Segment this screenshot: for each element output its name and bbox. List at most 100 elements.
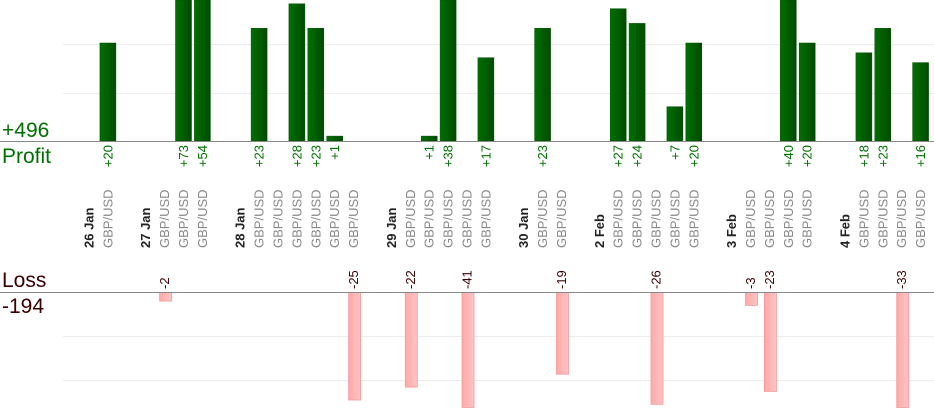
instrument-label: GBP/USD: [403, 189, 418, 248]
date-label: 28 Jan: [233, 207, 248, 248]
profit-total: +496: [2, 119, 49, 142]
profit-value-label: +20: [800, 145, 815, 167]
instrument-label: GBP/USD: [856, 189, 871, 248]
date-label: 26 Jan: [82, 207, 97, 248]
loss-value-label: -2: [157, 277, 172, 289]
loss-value-label: -26: [649, 270, 664, 289]
instrument-label: GBP/USD: [252, 189, 267, 248]
profit-value-label: +18: [856, 145, 871, 167]
instrument-label: GBP/USD: [875, 189, 890, 248]
loss-value-label: -22: [403, 270, 418, 289]
loss-bar[interactable]: [348, 292, 362, 401]
profit-bar[interactable]: [99, 42, 117, 142]
instrument-label: GBP/USD: [195, 189, 210, 248]
instrument-label: GBP/USD: [667, 189, 682, 248]
profit-label: Profit: [2, 145, 51, 168]
profit-value-label: +7: [667, 145, 682, 160]
profit-value-label: +38: [441, 145, 456, 167]
profit-bar[interactable]: [534, 28, 551, 142]
instrument-label: GBP/USD: [346, 189, 361, 248]
profit-bar[interactable]: [855, 52, 873, 142]
instrument-label: GBP/USD: [611, 189, 626, 248]
profit-value-label: +1: [422, 145, 437, 160]
instrument-label: GBP/USD: [327, 189, 342, 248]
instrument-label: GBP/USD: [554, 189, 569, 248]
instrument-label: GBP/USD: [800, 189, 815, 248]
profit-value-label: +23: [875, 145, 890, 167]
instrument-label: GBP/USD: [781, 189, 796, 248]
loss-bar[interactable]: [764, 292, 777, 392]
loss-bar[interactable]: [650, 292, 664, 405]
loss-bar[interactable]: [404, 292, 418, 388]
loss-value-label: -41: [460, 270, 475, 289]
profit-bar[interactable]: [194, 0, 211, 142]
profit-value-label: +28: [289, 145, 304, 167]
instrument-label: GBP/USD: [649, 189, 664, 248]
profit-bar[interactable]: [628, 23, 646, 142]
loss-bar[interactable]: [159, 292, 173, 302]
instrument-label: GBP/USD: [894, 189, 909, 248]
instrument-label: GBP/USD: [535, 189, 550, 248]
loss-value-label: -19: [554, 270, 569, 289]
instrument-label: GBP/USD: [157, 189, 172, 248]
loss-value-label: -23: [762, 270, 777, 289]
instrument-label: GBP/USD: [422, 189, 437, 248]
date-label: 30 Jan: [516, 207, 531, 248]
loss-value-label: -3: [743, 277, 758, 289]
profit-bar[interactable]: [780, 0, 797, 142]
loss-gridlines: [63, 336, 934, 381]
instrument-label: GBP/USD: [478, 189, 493, 248]
profit-bar[interactable]: [609, 8, 627, 142]
profit-bar[interactable]: [307, 28, 325, 142]
date-label: 29 Jan: [384, 207, 399, 248]
profit-bar[interactable]: [288, 3, 306, 142]
profit-value-label: +23: [535, 145, 550, 167]
profit-bar[interactable]: [420, 135, 438, 142]
date-label: 2 Feb: [592, 214, 607, 248]
instrument-label: GBP/USD: [441, 189, 456, 248]
profit-value-label: +20: [100, 145, 115, 167]
profit-value-label: +23: [308, 145, 323, 167]
instrument-label: GBP/USD: [289, 189, 304, 248]
loss-value-label: -33: [894, 270, 909, 289]
loss-bar[interactable]: [461, 292, 475, 408]
instrument-label: GBP/USD: [308, 189, 323, 248]
loss-bar[interactable]: [745, 292, 758, 306]
profit-bar[interactable]: [477, 57, 495, 142]
loss-bar[interactable]: [896, 292, 910, 408]
profit-value-label: +73: [176, 145, 191, 167]
profit-value-label: +24: [630, 145, 645, 167]
loss-bar[interactable]: [556, 292, 569, 375]
instrument-label: GBP/USD: [460, 189, 475, 248]
profit-value-label: +1: [327, 145, 342, 160]
profit-value-label: +27: [611, 145, 626, 167]
instrument-label: GBP/USD: [762, 189, 777, 248]
profit-value-label: +20: [686, 145, 701, 167]
profit-value-label: +54: [195, 145, 210, 167]
instrument-label: GBP/USD: [176, 189, 191, 248]
profit-bar[interactable]: [874, 28, 892, 142]
profit-bar[interactable]: [250, 28, 268, 142]
profit-bar[interactable]: [439, 0, 457, 142]
loss-value-label: -25: [346, 270, 361, 289]
profit-value-label: +17: [478, 145, 493, 167]
profit-bar[interactable]: [685, 42, 703, 142]
profit-bar[interactable]: [326, 135, 343, 142]
profit-bar[interactable]: [798, 42, 816, 142]
instrument-label: GBP/USD: [913, 189, 928, 248]
instrument-label: GBP/USD: [743, 189, 758, 248]
instrument-label: GBP/USD: [271, 189, 286, 248]
profit-bar[interactable]: [175, 0, 192, 142]
profit-bar[interactable]: [912, 62, 929, 142]
profit-value-label: +16: [913, 145, 928, 167]
date-label: 4 Feb: [838, 214, 853, 248]
loss-total: -194: [2, 295, 44, 318]
profit-bar[interactable]: [666, 106, 684, 142]
instrument-label: GBP/USD: [100, 189, 115, 248]
profit-value-label: +40: [781, 145, 796, 167]
date-label: 3 Feb: [724, 214, 739, 248]
instrument-label: GBP/USD: [686, 189, 701, 248]
instrument-label: GBP/USD: [630, 189, 645, 248]
profit-value-label: +23: [252, 145, 267, 167]
